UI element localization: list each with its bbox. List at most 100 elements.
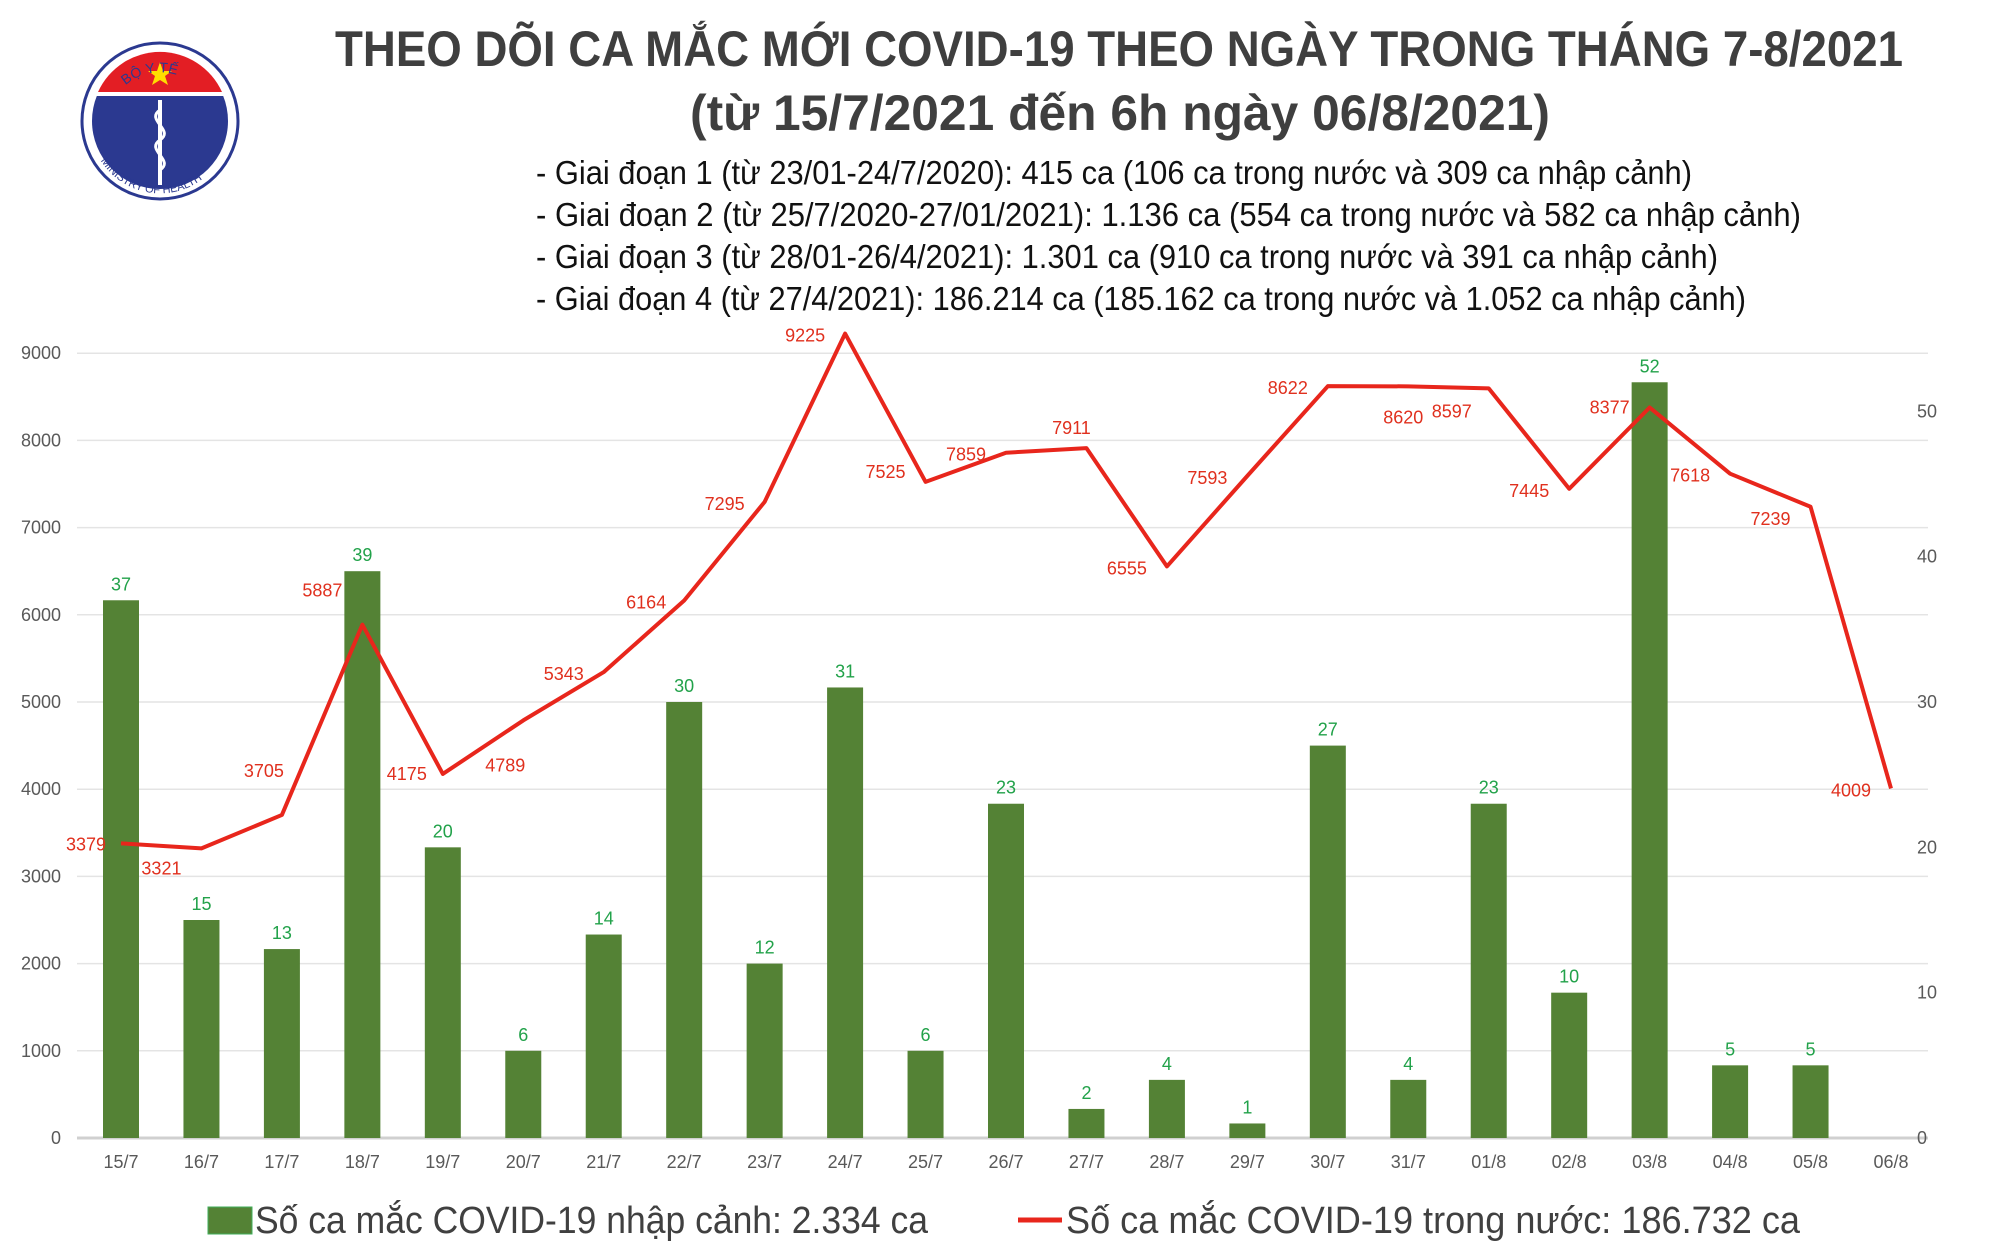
bar-data-label: 10 [1559, 967, 1579, 987]
line-data-label: 6164 [626, 592, 666, 612]
bar [1631, 382, 1668, 1138]
bar [344, 571, 381, 1138]
stage-1-text: - Giai đoạn 1 (từ 23/01-24/7/2020): 415 … [536, 154, 1692, 191]
x-tick-label: 19/7 [425, 1152, 460, 1172]
bar-data-label: 4 [1403, 1054, 1413, 1074]
x-tick-label: 22/7 [667, 1152, 702, 1172]
line-data-label: 7445 [1509, 481, 1549, 501]
x-tick-label: 26/7 [988, 1152, 1023, 1172]
bar [1229, 1123, 1266, 1138]
line-data-label: 7295 [705, 494, 745, 514]
bar-data-label: 15 [191, 894, 211, 914]
line-data-label: 7525 [866, 462, 906, 482]
chart-subtitle: (từ 15/7/2021 đến 6h ngày 06/8/2021) [690, 85, 1550, 141]
bar-data-label: 30 [674, 676, 694, 696]
line-data-label: 8620 [1383, 407, 1423, 427]
x-tick-label: 01/8 [1471, 1152, 1506, 1172]
left-tick-label: 8000 [21, 430, 61, 450]
x-tick-label: 06/8 [1873, 1152, 1908, 1172]
left-tick-label: 2000 [21, 954, 61, 974]
bar [1712, 1065, 1749, 1138]
left-tick-label: 7000 [21, 518, 61, 538]
gridlines [77, 352, 1928, 1140]
bar-data-label: 13 [272, 923, 292, 943]
x-tick-label: 03/8 [1632, 1152, 1667, 1172]
bar-data-label: 2 [1081, 1083, 1091, 1103]
line-data-label: 5343 [544, 664, 584, 684]
line-data-label: 5887 [302, 581, 342, 601]
bar-data-label: 37 [111, 574, 131, 594]
bar [666, 702, 703, 1138]
x-axis: 15/7 16/7 17/7 18/7 19/7 20/7 21/7 22/7 23/7 24/7… [103, 1152, 1908, 1172]
bar [505, 1050, 542, 1138]
x-tick-label: 02/8 [1552, 1152, 1587, 1172]
line-data-label: 7593 [1187, 468, 1227, 488]
line-series: 3379 3321 3705 5887 4175 4789 5343 6164 7295 9225… [66, 326, 1893, 878]
bar [263, 949, 300, 1138]
bar [103, 600, 139, 1138]
x-tick-label: 23/7 [747, 1152, 782, 1172]
x-tick-label: 21/7 [586, 1152, 621, 1172]
line-data-label: 8377 [1590, 398, 1630, 418]
left-tick-label: 9000 [21, 343, 61, 363]
line-data-label: 7911 [1052, 418, 1091, 438]
right-tick-label: 50 [1917, 401, 1937, 421]
bar-data-label: 20 [433, 821, 453, 841]
bar [183, 920, 220, 1138]
line-data-label: 9225 [785, 326, 825, 346]
line-path [120, 331, 1893, 851]
bar [988, 803, 1024, 1138]
stage-4-text: - Giai đoạn 4 (từ 27/4/2021): 186.214 ca… [536, 280, 1746, 317]
bar-series: 37 15 13 39 20 6 14 30 12 31 6 23 2 4 1 27 4 23 10 52 5 5 [103, 356, 1829, 1138]
bar-data-label: 23 [1479, 778, 1499, 798]
x-tick-label: 04/8 [1713, 1152, 1748, 1172]
right-axis: 0 10 20 30 40 50 [1917, 401, 1937, 1148]
line-data-label: 4175 [387, 764, 427, 784]
left-axis: 0 1000 2000 3000 4000 5000 6000 7000 8000 9000 [21, 343, 61, 1148]
line-data-label: 4009 [1831, 780, 1871, 800]
bar-data-label: 4 [1162, 1054, 1172, 1074]
right-tick-label: 20 [1917, 837, 1937, 857]
legend-line-label: Số ca mắc COVID-19 trong nước: 186.732 c… [1066, 1199, 1801, 1242]
right-tick-label: 30 [1917, 692, 1937, 712]
bar-data-label: 14 [594, 909, 614, 929]
x-tick-label: 30/7 [1310, 1152, 1345, 1172]
right-tick-label: 10 [1917, 983, 1937, 1003]
bar-data-label: 5 [1725, 1039, 1735, 1059]
bar [1068, 1108, 1105, 1138]
line-data-label: 8622 [1268, 378, 1308, 398]
bar-data-label: 6 [518, 1025, 528, 1045]
line-data-label: 7239 [1751, 509, 1791, 529]
legend: Số ca mắc COVID-19 nhập cảnh: 2.334 ca S… [207, 1199, 1801, 1242]
right-tick-label: 40 [1917, 547, 1937, 567]
left-tick-label: 1000 [21, 1041, 61, 1061]
bar [1792, 1065, 1829, 1138]
x-tick-label: 18/7 [345, 1152, 380, 1172]
right-tick-label: 0 [1917, 1128, 1927, 1148]
bar [827, 687, 864, 1138]
line-data-label: 6555 [1107, 558, 1147, 578]
x-tick-label: 15/7 [103, 1152, 138, 1172]
line-data-label: 3321 [141, 858, 181, 878]
bar-data-label: 39 [352, 545, 372, 565]
left-tick-label: 5000 [21, 692, 61, 712]
line-data-label: 3705 [244, 761, 284, 781]
bar-data-label: 31 [835, 661, 855, 681]
bar [907, 1050, 944, 1138]
bar [1551, 992, 1588, 1138]
bar [1390, 1079, 1427, 1138]
x-tick-label: 20/7 [506, 1152, 541, 1172]
bar-data-label: 27 [1318, 720, 1338, 740]
bar-data-label: 6 [921, 1025, 931, 1045]
bar [424, 847, 461, 1138]
left-tick-label: 6000 [21, 605, 61, 625]
line-data-label: 4789 [485, 755, 525, 775]
line-data-label: 7618 [1670, 466, 1710, 486]
left-tick-label: 4000 [21, 779, 61, 799]
chart-title: THEO DÕI CA MẮC MỚI COVID-19 THEO NGÀY T… [335, 20, 1903, 77]
bar [1148, 1079, 1185, 1138]
ministry-of-health-logo: BỘ Y TẾ MINISTRY OF HEALTH [80, 41, 240, 201]
bar-data-label: 5 [1806, 1039, 1816, 1059]
bar [1470, 803, 1507, 1138]
stage-2-text: - Giai đoạn 2 (từ 25/7/2020-27/01/2021):… [536, 196, 1801, 233]
